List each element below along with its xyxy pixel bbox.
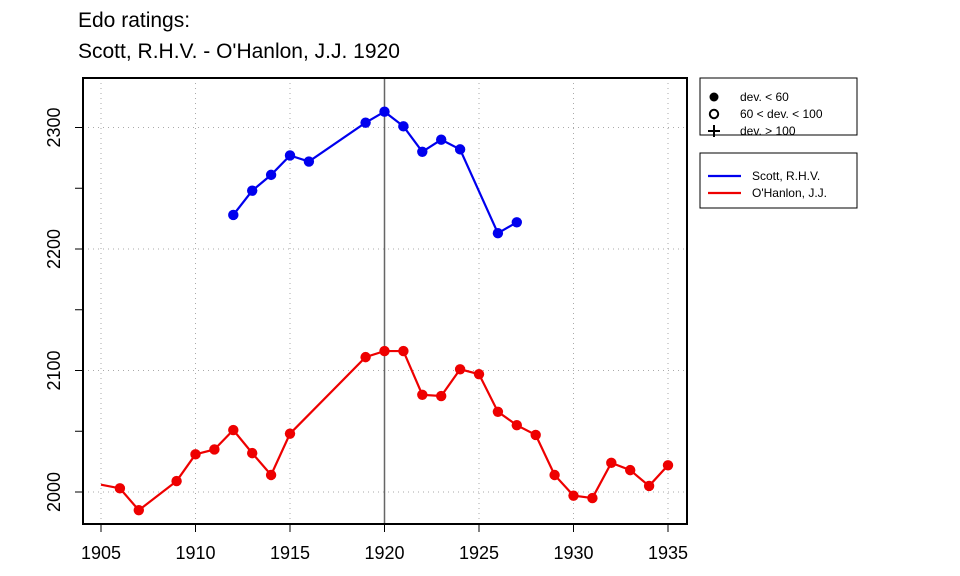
data-point	[190, 449, 201, 460]
data-point	[549, 469, 560, 481]
data-point	[398, 345, 409, 357]
data-point	[171, 475, 182, 487]
y-tick-label: 2100	[44, 350, 64, 390]
data-point	[454, 364, 466, 375]
data-point	[417, 389, 428, 400]
series-legend-box	[699, 152, 858, 209]
data-point	[284, 150, 296, 161]
data-point	[436, 134, 447, 145]
chart-title: Edo ratings:	[78, 9, 191, 32]
data-point	[247, 447, 258, 459]
filled-circle-icon	[709, 92, 719, 102]
y-tick-label: 2200	[44, 229, 64, 269]
data-point	[454, 144, 466, 155]
data-point	[511, 217, 522, 228]
data-point	[398, 121, 409, 132]
data-point	[379, 106, 390, 117]
data-point	[228, 424, 239, 436]
data-point	[247, 185, 258, 196]
data-point	[587, 492, 598, 504]
data-point	[436, 390, 447, 402]
data-point	[473, 368, 485, 380]
data-point	[417, 146, 428, 157]
open-circle-icon	[708, 108, 720, 120]
data-point	[360, 351, 371, 363]
data-point	[209, 444, 220, 455]
data-point	[284, 428, 296, 439]
data-point	[625, 464, 636, 476]
x-tick-label: 1930	[553, 543, 593, 563]
x-tick-label: 1920	[364, 543, 404, 563]
x-tick-label: 1905	[81, 543, 121, 563]
data-point	[114, 483, 126, 494]
data-point	[643, 480, 655, 492]
data-point	[265, 469, 277, 481]
data-point	[360, 117, 371, 128]
data-point	[379, 345, 390, 357]
marker-legend-label: dev. > 100	[740, 124, 796, 138]
series-legend-label: O'Hanlon, J.J.	[752, 186, 827, 200]
x-tick-label: 1910	[175, 543, 215, 563]
data-point	[492, 406, 504, 418]
y-tick-label: 2000	[44, 472, 64, 512]
series-line	[232, 110, 518, 235]
chart-subtitle: Scott, R.H.V. - O'Hanlon, J.J. 1920	[78, 40, 400, 63]
marker-legend-box	[699, 77, 858, 136]
data-point	[265, 169, 277, 181]
data-point	[606, 457, 617, 469]
data-point	[303, 156, 315, 167]
x-tick-label: 1935	[648, 543, 688, 563]
series-legend-label: Scott, R.H.V.	[752, 169, 820, 183]
data-point	[492, 228, 504, 239]
y-tick-label: 2300	[44, 107, 64, 147]
data-point	[228, 209, 239, 221]
x-tick-label: 1915	[270, 543, 310, 563]
data-point	[511, 419, 522, 431]
data-point	[568, 490, 579, 501]
marker-legend-label: 60 < dev. < 100	[740, 107, 823, 121]
data-point	[530, 429, 541, 441]
data-point	[662, 460, 674, 471]
data-point	[133, 505, 144, 516]
marker-legend-label: dev. < 60	[740, 90, 789, 104]
x-tick-label: 1925	[459, 543, 499, 563]
